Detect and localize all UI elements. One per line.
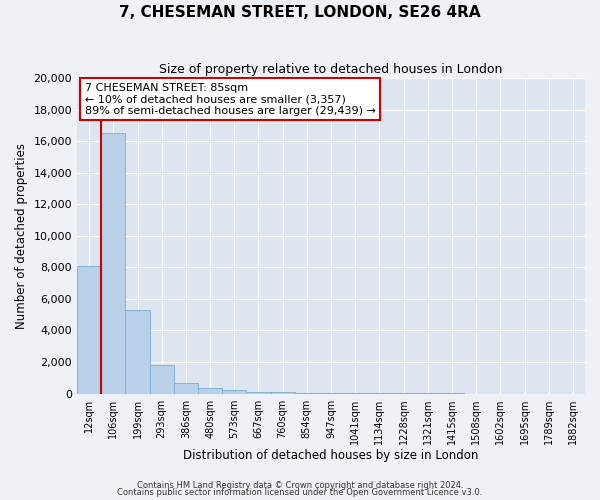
- Text: Contains public sector information licensed under the Open Government Licence v3: Contains public sector information licen…: [118, 488, 482, 497]
- Title: Size of property relative to detached houses in London: Size of property relative to detached ho…: [160, 62, 503, 76]
- X-axis label: Distribution of detached houses by size in London: Distribution of detached houses by size …: [184, 450, 479, 462]
- Bar: [77, 266, 101, 394]
- Bar: [174, 382, 198, 394]
- Bar: [101, 134, 125, 394]
- Text: 7 CHESEMAN STREET: 85sqm
← 10% of detached houses are smaller (3,357)
89% of sem: 7 CHESEMAN STREET: 85sqm ← 10% of detach…: [85, 83, 376, 116]
- Bar: [125, 310, 149, 394]
- Text: 7, CHESEMAN STREET, LONDON, SE26 4RA: 7, CHESEMAN STREET, LONDON, SE26 4RA: [119, 5, 481, 20]
- Y-axis label: Number of detached properties: Number of detached properties: [15, 143, 28, 329]
- Bar: [198, 388, 222, 394]
- Text: Contains HM Land Registry data © Crown copyright and database right 2024.: Contains HM Land Registry data © Crown c…: [137, 480, 463, 490]
- Bar: [222, 390, 247, 394]
- Bar: [247, 392, 271, 394]
- Bar: [149, 365, 174, 394]
- Bar: [295, 393, 319, 394]
- Bar: [271, 392, 295, 394]
